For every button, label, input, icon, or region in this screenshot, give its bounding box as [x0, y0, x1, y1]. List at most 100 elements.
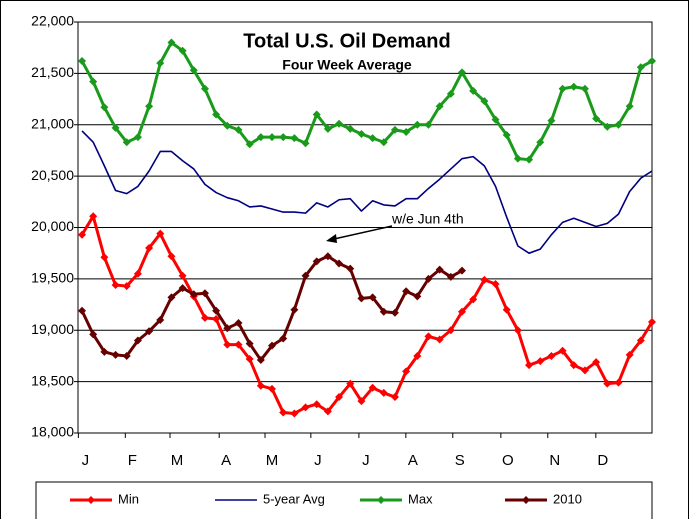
point — [402, 287, 411, 296]
legend-box — [35, 481, 653, 524]
point — [256, 133, 265, 142]
point — [625, 350, 634, 359]
point — [357, 129, 366, 138]
point — [268, 341, 277, 350]
point — [346, 124, 355, 133]
chart-title: Total U.S. Oil Demand — [243, 30, 450, 52]
annotation: w/e Jun 4th — [391, 211, 464, 227]
point — [458, 68, 467, 77]
series-line — [80, 214, 654, 415]
y-tick-label: 18,000 — [31, 424, 74, 440]
point — [335, 119, 344, 128]
point — [379, 388, 388, 397]
y-tick-label: 18,500 — [31, 372, 74, 388]
point — [536, 138, 545, 147]
point — [569, 361, 578, 370]
point — [268, 384, 277, 393]
point — [290, 409, 299, 418]
point — [111, 350, 120, 359]
y-tick-label: 20,500 — [31, 167, 74, 183]
point — [234, 125, 243, 134]
point — [78, 57, 87, 66]
point — [446, 272, 455, 281]
y-tick-label: 20,000 — [31, 218, 74, 234]
point — [480, 97, 489, 106]
x-tick-label: M — [171, 452, 184, 469]
legend-marker — [522, 496, 530, 504]
point — [625, 102, 634, 111]
x-tick-label: J — [362, 452, 370, 469]
point — [390, 308, 399, 317]
x-tick-label: F — [128, 452, 137, 469]
point — [245, 355, 254, 364]
point — [122, 138, 131, 147]
point — [368, 293, 377, 302]
point — [279, 408, 288, 417]
point — [178, 271, 187, 280]
point — [636, 336, 645, 345]
point — [446, 89, 455, 98]
point — [156, 59, 165, 68]
point — [491, 115, 500, 124]
point — [189, 290, 198, 299]
point — [413, 351, 422, 360]
point — [200, 289, 209, 298]
point — [122, 282, 131, 291]
point — [413, 292, 422, 301]
point — [212, 110, 221, 119]
point — [245, 140, 254, 149]
point — [580, 84, 589, 93]
series-line — [80, 41, 653, 162]
annotation-arrow — [333, 225, 393, 240]
legend-marker — [377, 496, 385, 504]
point — [189, 66, 198, 75]
point — [256, 356, 265, 365]
y-tick-label: 22,000 — [31, 13, 74, 29]
point — [592, 358, 601, 367]
point — [648, 318, 656, 327]
point — [435, 335, 444, 344]
point — [223, 121, 232, 130]
point — [122, 351, 131, 360]
point — [223, 324, 232, 333]
point — [525, 361, 534, 370]
point — [78, 230, 87, 239]
point — [636, 63, 645, 72]
arrow-head — [326, 234, 337, 243]
point — [145, 244, 154, 253]
legend-label: Min — [118, 491, 139, 506]
point — [100, 347, 109, 356]
point — [525, 155, 534, 164]
point — [100, 103, 109, 112]
point — [312, 110, 321, 119]
point — [312, 257, 321, 266]
point — [234, 319, 243, 328]
point — [234, 340, 243, 349]
point — [100, 253, 109, 262]
point — [78, 306, 87, 315]
point — [648, 57, 656, 66]
legend-label: 5-year Avg — [263, 491, 325, 506]
point — [580, 366, 589, 375]
point — [212, 314, 221, 323]
x-tick-label: O — [502, 452, 514, 469]
point — [133, 336, 142, 345]
point — [390, 393, 399, 402]
point — [480, 275, 489, 284]
point — [424, 120, 433, 129]
point — [245, 339, 254, 348]
point — [335, 393, 344, 402]
point — [323, 124, 332, 133]
point — [178, 46, 187, 55]
point — [89, 330, 98, 339]
point — [424, 332, 433, 341]
point — [256, 381, 265, 390]
point — [402, 367, 411, 376]
point — [502, 305, 511, 314]
point — [279, 133, 288, 142]
x-tick-label: S — [455, 452, 465, 469]
point — [111, 281, 120, 290]
point — [133, 133, 142, 142]
point — [301, 139, 310, 148]
